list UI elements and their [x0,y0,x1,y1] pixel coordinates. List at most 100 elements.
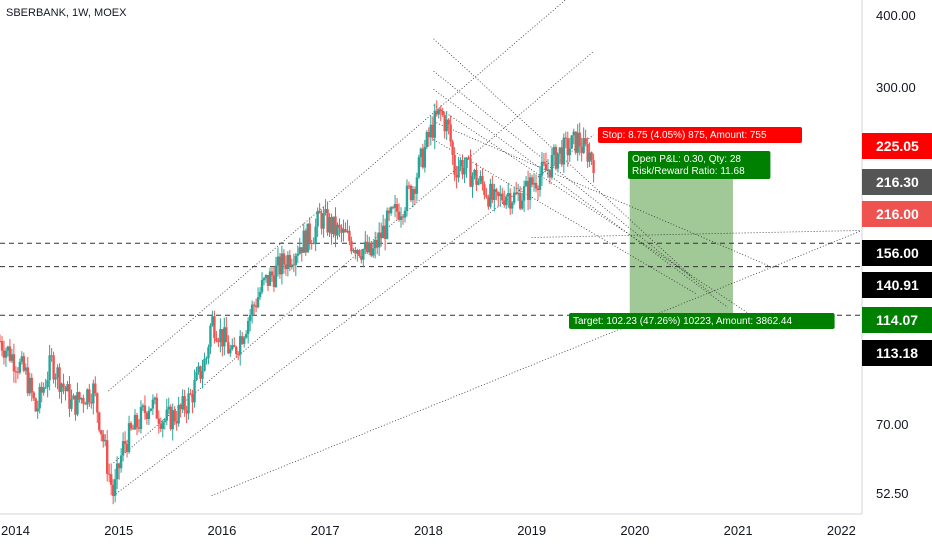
candle-body [209,325,212,348]
candle-body [332,216,335,234]
candle-body [316,210,319,227]
candle-body [254,305,258,308]
candle-body [350,240,353,252]
candle-body [501,193,504,201]
candle-body [401,216,405,218]
candle-body [574,131,577,153]
candle-body [354,250,357,254]
candle-body [0,340,2,342]
candle-body [485,195,488,198]
symbol-title: SBERBANK, 1W, MOEX [6,7,127,19]
candle-body [32,392,35,399]
candle-body [308,223,311,243]
candle-body [461,160,464,175]
candle-body [20,356,24,362]
candle-body [503,200,506,206]
price-label-text: 113.18 [876,345,918,361]
candle-body [495,189,498,193]
candle-body [304,230,307,253]
candle-body [497,192,500,197]
candle-body [566,138,569,156]
candle-body [161,422,164,429]
candle-body [72,395,75,400]
candle-body [173,410,176,422]
candle-body [463,167,466,175]
candle-body [377,232,381,248]
candle-body [296,253,299,256]
candle-body [352,250,355,252]
price-label-text: 140.91 [876,277,919,293]
candle-body [524,180,528,187]
candle-body [427,132,431,138]
candle-body [554,146,558,169]
candle-body [215,338,218,342]
candle-body [16,371,20,373]
candle-body [310,242,313,245]
candle-body [133,414,137,430]
candle-body [375,239,379,248]
candle-body [548,169,552,178]
pnl-label-box [628,151,771,179]
candle-body [362,249,365,260]
candle-body [135,414,139,428]
candle-body [528,177,532,200]
candle-body [590,152,593,161]
candle-body [439,109,442,112]
candle-body [324,209,327,213]
candle-body [62,383,65,388]
candle-body [115,463,119,480]
candle-body [274,265,278,287]
candle-body [387,210,391,214]
candle-body [286,255,290,270]
candle-body [68,384,71,409]
candle-body [550,155,554,178]
candle-body [6,346,10,351]
candle-body [187,393,190,414]
candle-body [536,188,540,191]
candle-body [477,181,480,185]
price-label-text: 156.00 [876,245,919,261]
candle-body [532,182,536,185]
candle-body [127,423,131,453]
candle-body [471,175,474,187]
candle-body [129,423,133,429]
candle-body [588,152,591,162]
candle-body [131,428,135,430]
price-label-box [862,307,932,333]
candle-body [437,109,440,115]
candle-body [312,243,315,245]
candle-body [119,455,123,469]
candle-body [520,200,524,209]
candle-body [167,406,170,410]
candle-body [395,204,399,212]
candle-body [96,393,99,413]
candle-body [48,355,51,381]
candle-body [397,211,401,220]
candle-body [147,410,151,420]
stop-label-box [598,127,802,143]
target-label-box [569,313,835,329]
candle-body [526,180,530,200]
candle-body [409,185,413,201]
candle-body [217,341,220,343]
candle-body [90,402,93,404]
candle-body [26,367,29,394]
candle-body [499,193,502,197]
candle-body [493,189,496,200]
candle-body [383,225,387,239]
candle-body [540,161,544,176]
candle-body [46,380,49,388]
candle-body [171,410,174,430]
candle-body [385,210,389,239]
candle-body [572,131,575,136]
candle-body [544,163,548,171]
candle-body [292,264,296,266]
candle-body [104,440,107,442]
candle-body [143,405,147,414]
candle-body [366,241,369,253]
candle-body [191,394,194,403]
candle-body [262,278,266,281]
candle-body [370,242,373,256]
